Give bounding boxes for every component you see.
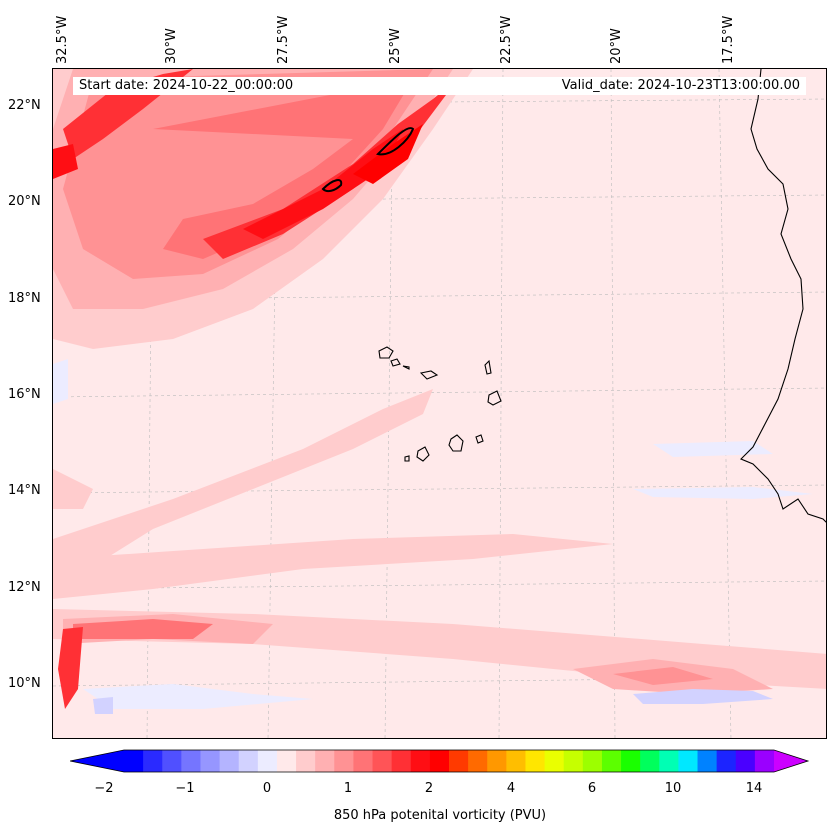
colorbar-tick: 4 (506, 781, 516, 796)
colorbar-segment (143, 750, 163, 772)
colorbar-segment (276, 750, 297, 772)
lon-label-20w: 20°W (609, 28, 624, 64)
colorbar-segment (372, 750, 393, 772)
colorbar-segment (181, 750, 201, 772)
colorbar-segment (525, 750, 546, 772)
pv-contours (53, 69, 826, 714)
colorbar-segment (162, 750, 182, 772)
colorbar-segment (257, 750, 278, 772)
colorbar-segment (621, 750, 641, 772)
colorbar-segment (582, 750, 603, 772)
colorbar-segment (640, 750, 660, 772)
lon-label-25w: 25°W (388, 28, 403, 64)
lat-label-18n: 18°N (8, 291, 41, 306)
colorbar-segment (716, 750, 737, 772)
colorbar-segment (334, 750, 354, 772)
colorbar-segment (410, 750, 431, 772)
lon-label-27-5w: 27.5°W (276, 15, 291, 64)
map-panel[interactable]: Start date: 2024-10-22_00:00:00 Valid_da… (52, 68, 827, 739)
colorbar-segment (601, 750, 622, 772)
africa-coastline (740, 69, 826, 523)
lat-label-20n: 20°N (8, 194, 41, 209)
colorbar-segment (544, 750, 565, 772)
start-date-label: Start date: 2024-10-22_00:00:00 (73, 77, 545, 95)
colorbar-segment (391, 750, 412, 772)
colorbar-tick: 6 (587, 781, 597, 796)
colorbar-segment (219, 750, 240, 772)
colorbar-segment (124, 750, 144, 772)
colorbar-segment (429, 750, 450, 772)
cape-verde-islands (378, 346, 502, 462)
colorbar-segment (563, 750, 584, 772)
colorbar-label: 850 hPa potenital vorticity (PVU) (333, 808, 547, 823)
colorbar-extend-low (70, 750, 124, 772)
lon-label-30w: 30°W (164, 28, 179, 64)
lon-label-22-5w: 22.5°W (499, 15, 514, 64)
colorbar-segment (353, 750, 374, 772)
colorbar-segment (659, 750, 679, 772)
pv-contour-line (321, 127, 415, 193)
valid-date-label: Valid_date: 2024-10-23T13:00:00.00 (524, 77, 806, 95)
lat-label-14n: 14°N (8, 483, 41, 498)
lat-label-10n: 10°N (8, 676, 41, 691)
lon-label-32-5w: 32.5°W (55, 15, 70, 64)
colorbar (70, 749, 810, 773)
colorbar-tick: 0 (262, 781, 272, 796)
colorbar-tick: 10 (664, 781, 682, 796)
colorbar-segment (754, 750, 775, 772)
lon-label-17-5w: 17.5°W (721, 15, 736, 64)
lat-label-22n: 22°N (8, 98, 41, 113)
colorbar-outline (70, 749, 810, 773)
colorbar-segment (678, 750, 699, 772)
colorbar-extend-high (774, 750, 808, 772)
colorbar-tick: −1 (175, 781, 195, 796)
colorbar-tick: 1 (343, 781, 353, 796)
colorbar-tick: 14 (745, 781, 763, 796)
colorbar-tick: −2 (94, 781, 114, 796)
colorbar-segment (697, 750, 718, 772)
colorbar-tick: 2 (424, 781, 434, 796)
colorbar-segment (238, 750, 259, 772)
colorbar-segment (315, 750, 335, 772)
colorbar-segment (506, 750, 526, 772)
colorbar-segment (487, 750, 507, 772)
colorbar-segment (296, 750, 316, 772)
colorbar-segment (468, 750, 488, 772)
colorbar-segment (735, 750, 756, 772)
lat-label-16n: 16°N (8, 387, 41, 402)
lat-label-12n: 12°N (8, 580, 41, 595)
colorbar-segment (200, 750, 221, 772)
vorticity-map (53, 69, 826, 738)
colorbar-segment (449, 750, 469, 772)
